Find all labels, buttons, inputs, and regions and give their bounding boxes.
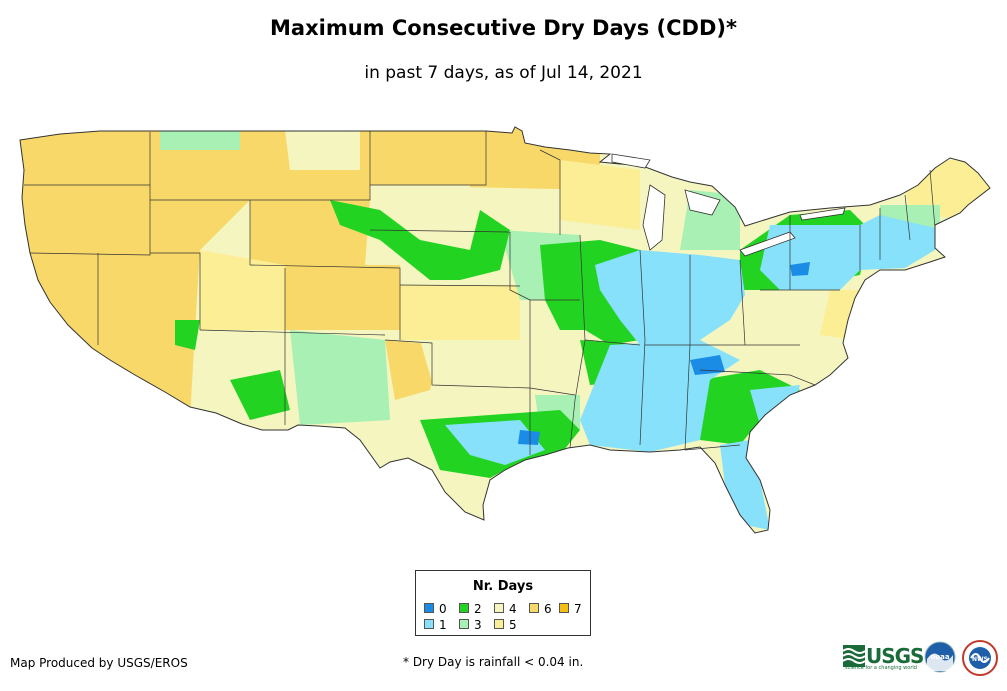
legend-title: Nr. Days <box>472 579 534 594</box>
legend-swatch-1 <box>424 619 434 629</box>
legend-swatch-2 <box>459 603 469 613</box>
noaa-logo: noaa <box>924 641 956 673</box>
noaa-wordmark: noaa <box>930 653 950 661</box>
legend-label-5: 5 <box>509 618 517 632</box>
dry-day-regions <box>20 127 990 530</box>
legend-swatch-3 <box>459 619 469 629</box>
legend-label-1: 1 <box>439 618 447 632</box>
legend-label-2: 2 <box>474 602 482 616</box>
nws-wordmark: NWS <box>972 656 988 663</box>
legend-label-3: 3 <box>474 618 482 632</box>
usgs-wave-icon <box>843 645 865 667</box>
map-credit: Map Produced by USGS/EROS <box>10 656 188 670</box>
legend-swatch-7 <box>559 603 569 613</box>
map-title: Maximum Consecutive Dry Days (CDD)* <box>270 16 737 40</box>
map-subtitle: in past 7 days, as of Jul 14, 2021 <box>364 63 643 83</box>
usgs-wordmark: USGS <box>866 644 924 668</box>
usgs-tagline: science for a changing world <box>845 665 917 671</box>
legend-swatch-5 <box>494 619 504 629</box>
legend-label-7: 7 <box>574 602 582 616</box>
legend-label-4: 4 <box>509 602 517 616</box>
legend-label-0: 0 <box>439 602 447 616</box>
dry-day-footnote: * Dry Day is rainfall < 0.04 in. <box>403 655 584 669</box>
legend-label-6: 6 <box>544 602 552 616</box>
legend-swatch-6 <box>529 603 539 613</box>
state-boundaries <box>24 131 936 455</box>
usgs-logo: USGS science for a changing world <box>843 643 924 671</box>
legend-swatch-4 <box>494 603 504 613</box>
nws-logo: NWS <box>962 640 998 676</box>
legend: Nr. Days 0 1 2 3 4 5 6 7 <box>415 570 591 636</box>
legend-swatch-0 <box>424 603 434 613</box>
